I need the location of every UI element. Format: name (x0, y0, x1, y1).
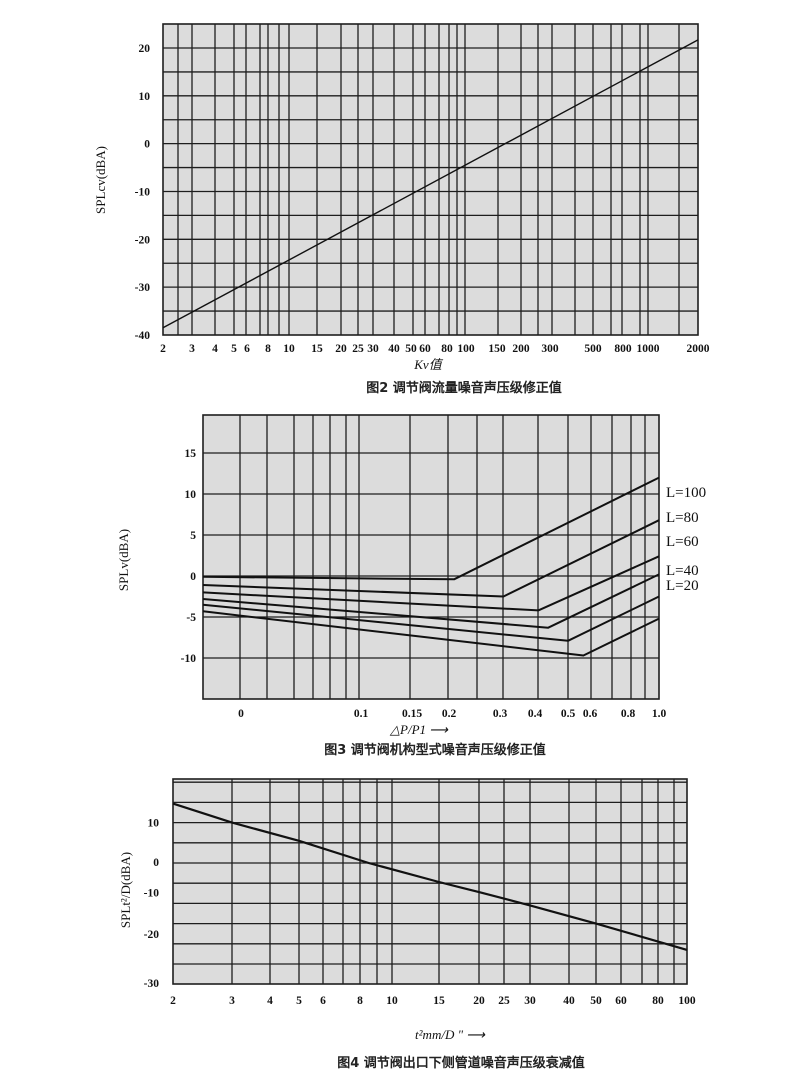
y-tick-label: -40 (135, 330, 151, 342)
legend-label: L=60 (666, 534, 699, 550)
x-tick-label: 50 (405, 343, 417, 355)
x-tick-label: 100 (457, 343, 475, 355)
x-tick-label: 0 (238, 708, 244, 720)
x-axis-label: △P/P1 ⟶ (389, 722, 449, 737)
y-tick-label: -10 (135, 186, 151, 198)
x-tick-label: 60 (419, 343, 431, 355)
y-axis-label: SPLv(dBA) (116, 529, 131, 591)
series-line-0 (202, 476, 660, 581)
x-tick-label: 15 (433, 995, 445, 1007)
x-tick-label: 4 (212, 343, 218, 355)
y-tick-label: -5 (186, 612, 196, 624)
legend-label: L=100 (666, 485, 706, 501)
x-tick-label: 3 (229, 995, 235, 1007)
y-tick-label: -20 (144, 929, 160, 941)
x-tick-label: 25 (352, 343, 364, 355)
y-tick-label: 20 (139, 43, 151, 55)
x-tick-label: 2000 (687, 343, 710, 355)
series-line-2 (202, 555, 660, 612)
x-axis-label: t²mm/D " ⟶ (415, 1027, 486, 1042)
chart-3: L=100 L=80 L=60 L=40L=20 0 0.1 0.15 0.2 0.3 0.4 0.… (116, 414, 706, 758)
y-tick-label: 10 (148, 818, 160, 830)
x-tick-label: 0.6 (583, 708, 598, 720)
y-tick-label: -10 (181, 653, 197, 665)
x-tick-label: 20 (473, 995, 485, 1007)
x-tick-label: 40 (563, 995, 575, 1007)
y-axis-label: SPLt²/D(dBA) (118, 852, 133, 928)
y-tick-label: -30 (144, 978, 160, 990)
series-line-5 (202, 610, 660, 657)
x-tick-label: 10 (283, 343, 295, 355)
x-tick-label: 0.8 (621, 708, 636, 720)
x-tick-label: 5 (296, 995, 302, 1007)
x-tick-label: 0.2 (442, 708, 457, 720)
chart-4: 2 3 4 5 6 8 10 15 20 25 30 40 50 60 80 100100-10-20-30S… (118, 778, 696, 1071)
y-tick-label: 0 (144, 139, 150, 151)
plot-border (162, 23, 699, 336)
x-tick-label: 8 (265, 343, 271, 355)
x-tick-label: 20 (335, 343, 347, 355)
legend-label: L=40 (666, 563, 699, 579)
plot-border (172, 778, 688, 985)
series-line-3 (202, 573, 660, 629)
x-tick-label: 5 (231, 343, 237, 355)
y-tick-label: -20 (135, 234, 151, 246)
y-tick-label: -10 (144, 887, 160, 899)
x-tick-label: 80 (652, 995, 664, 1007)
chart-2: 2 3 4 5 6 8 10 15 20 25 30 40 50 60 80 100 150 200 300 500 8… (93, 23, 710, 396)
series-line-4 (202, 595, 660, 642)
x-tick-label: 500 (584, 343, 602, 355)
x-tick-label: 100 (678, 995, 696, 1007)
legend-label: L=20 (666, 578, 699, 594)
x-tick-label: 2 (170, 995, 176, 1007)
x-tick-label: 8 (357, 995, 363, 1007)
x-tick-label: 6 (320, 995, 326, 1007)
x-tick-label: 1000 (637, 343, 660, 355)
chart-caption: 图3 调节阀机构型式噪音声压级修正值 (324, 742, 546, 758)
y-tick-label: 0 (190, 571, 196, 583)
x-tick-label: 30 (524, 995, 536, 1007)
y-axis-label: SPLcv(dBA) (93, 146, 108, 214)
y-tick-label: -30 (135, 282, 151, 294)
x-tick-label: 80 (441, 343, 453, 355)
series-line-0 (162, 39, 699, 329)
x-tick-label: 10 (386, 995, 398, 1007)
x-tick-label: 60 (615, 995, 627, 1007)
x-tick-label: 2 (160, 343, 166, 355)
x-tick-label: 40 (388, 343, 400, 355)
x-tick-label: 25 (498, 995, 510, 1007)
series-line-0 (172, 802, 688, 951)
x-tick-label: 300 (541, 343, 559, 355)
x-tick-label: 15 (311, 343, 323, 355)
x-tick-label: 3 (189, 343, 195, 355)
x-tick-label: 50 (590, 995, 602, 1007)
x-tick-label: 0.4 (528, 708, 543, 720)
x-tick-label: 0.1 (354, 708, 369, 720)
x-tick-label: 0.15 (402, 708, 422, 720)
x-tick-label: 800 (614, 343, 632, 355)
x-tick-label: 0.3 (493, 708, 508, 720)
x-tick-label: 150 (488, 343, 506, 355)
y-tick-label: 10 (139, 91, 151, 103)
plot-area (173, 779, 687, 984)
chart-caption: 图4 调节阀出口下侧管道噪音声压级衰减值 (337, 1055, 585, 1071)
x-tick-label: 30 (367, 343, 379, 355)
chart-caption: 图2 调节阀流量噪音声压级修正值 (366, 380, 562, 396)
x-tick-label: 1.0 (652, 708, 667, 720)
x-tick-label: 200 (512, 343, 530, 355)
y-tick-label: 0 (153, 857, 159, 869)
y-tick-label: 10 (185, 489, 197, 501)
x-axis-label: Kv值 (413, 357, 443, 372)
x-tick-label: 0.5 (561, 708, 576, 720)
series-line-1 (202, 519, 660, 598)
y-tick-label: 5 (190, 530, 196, 542)
y-tick-label: 15 (185, 448, 197, 460)
x-tick-label: 4 (267, 995, 273, 1007)
plot-area (163, 24, 698, 335)
x-tick-label: 6 (244, 343, 250, 355)
legend-label: L=80 (666, 510, 699, 526)
